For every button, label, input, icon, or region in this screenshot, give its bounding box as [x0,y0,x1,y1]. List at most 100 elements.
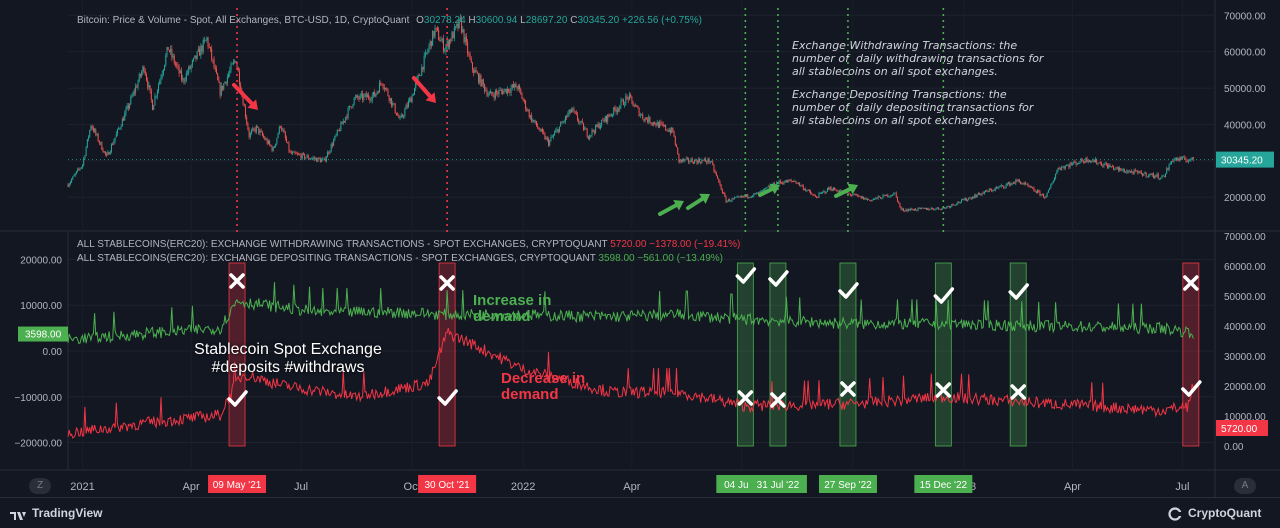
candle-body [364,93,366,96]
candle-body [516,87,518,89]
candle-body [1166,168,1168,174]
candle-body [391,98,393,106]
candle-body [698,159,700,162]
candle-body [624,104,626,106]
candle-body [114,137,116,142]
candle-body [480,75,482,87]
scale-mode-z-button[interactable]: Z [29,478,51,494]
candle-body [223,83,225,90]
candle-body [645,117,647,120]
candle-body [506,88,508,94]
candle-body [333,140,335,146]
candle-body [185,73,187,81]
candle-body [311,158,313,160]
candle-body [704,158,706,162]
candle-body [302,153,304,155]
candle-body [795,181,797,184]
candle-body [702,160,704,161]
candle-body [566,116,568,118]
candle-body [532,119,534,122]
candle-body [690,159,692,162]
candle-body [273,146,275,148]
auto-scale-button[interactable]: A [1234,478,1256,494]
candle-body [592,129,594,132]
candle-body [669,130,671,133]
candle-body [148,85,150,88]
candle-body [1081,158,1083,162]
candle-body [1162,175,1164,177]
last-price-label: 30345.20 [1221,156,1263,167]
candle-body [545,137,547,140]
candle-body [539,129,541,132]
candle-body [527,110,529,111]
candle-body [872,199,874,201]
candle-body [615,109,617,113]
candle-body [756,192,758,194]
candle-body [71,179,73,182]
candle-body [398,115,400,119]
candle-body [136,86,138,88]
candle-body [1184,156,1186,160]
candle-body [1023,182,1025,185]
candle-body [461,18,463,33]
deposit-series-name: ALL STABLECOINS(ERC20): EXCHANGE DEPOSIT… [77,253,596,264]
candle-body [573,108,575,112]
candle-body [796,183,798,185]
candle-body [911,208,913,210]
candle-body [238,71,240,85]
candle-body [867,199,869,200]
candle-body [319,158,321,163]
candle-body [682,159,684,162]
candle-body [264,137,266,140]
cross-mark-icon [840,381,856,397]
candle-body [797,182,799,184]
candle-body [1072,163,1074,165]
candle-body [296,153,298,155]
candle-body [744,196,746,197]
candle-body [447,40,449,48]
candle-body [934,209,936,211]
candle-body [1032,187,1034,188]
candle-body [846,192,848,194]
candle-body [672,127,674,132]
candle-body [852,195,854,196]
candle-body [123,118,125,121]
candle-body [812,194,814,196]
red-arrow-head [425,92,436,103]
candle-body [625,96,627,105]
candle-body [520,89,522,94]
candle-body [963,199,965,201]
candle-body [552,135,554,137]
right-tick-label: 40000.00 [1224,322,1266,333]
chart-canvas[interactable]: 70000.00 60000.00 50000.00 40000.00 30000.00… [0,0,1280,497]
candle-body [1043,194,1045,198]
candle-body [752,196,754,197]
candle-body [1084,161,1086,163]
tradingview-brand[interactable]: TradingView [32,506,103,520]
candle-body [572,108,574,110]
candle-body [170,48,172,52]
cryptoquant-brand[interactable]: CryptoQuant [1188,506,1262,520]
cross-mark-icon [737,390,754,406]
candle-body [281,127,283,131]
candle-body [305,157,307,159]
candle-body [1164,173,1166,177]
candle-body [147,80,149,88]
candle-body [803,188,805,190]
candle-body [498,90,500,95]
candle-body [896,196,898,202]
footer-bar: TradingView CryptoQuant [0,497,1280,528]
candle-body [1022,183,1024,185]
candle-body [871,199,873,202]
candle-body [490,91,492,94]
candle-body [353,97,355,105]
candle-body [604,116,606,122]
candle-body [851,195,853,196]
candle-body [289,151,291,153]
candle-body [196,51,198,59]
candle-body [168,50,170,52]
candle-body [1175,158,1177,160]
candle-body [278,126,280,134]
candle-body [1190,158,1192,161]
candle-body [119,128,121,129]
